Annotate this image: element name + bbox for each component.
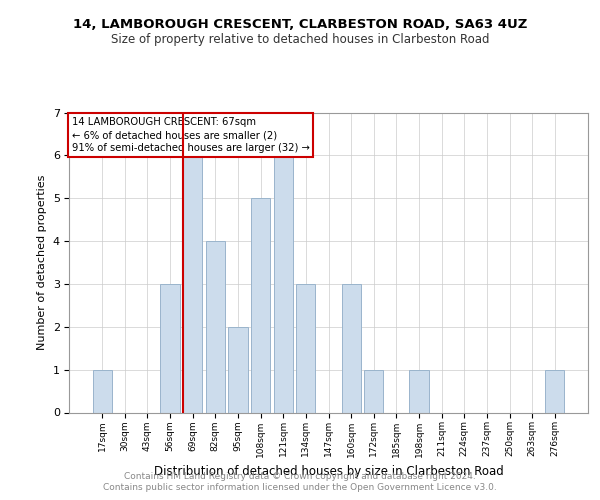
Bar bbox=[341, 284, 361, 412]
Bar bbox=[206, 241, 225, 412]
Y-axis label: Number of detached properties: Number of detached properties bbox=[37, 175, 47, 350]
Bar bbox=[364, 370, 383, 412]
Bar bbox=[296, 284, 316, 412]
Text: 14, LAMBOROUGH CRESCENT, CLARBESTON ROAD, SA63 4UZ: 14, LAMBOROUGH CRESCENT, CLARBESTON ROAD… bbox=[73, 18, 527, 30]
Bar bbox=[274, 156, 293, 412]
Text: Contains HM Land Registry data © Crown copyright and database right 2024.: Contains HM Land Registry data © Crown c… bbox=[124, 472, 476, 481]
X-axis label: Distribution of detached houses by size in Clarbeston Road: Distribution of detached houses by size … bbox=[154, 465, 503, 478]
Bar bbox=[545, 370, 565, 412]
Text: Contains public sector information licensed under the Open Government Licence v3: Contains public sector information licen… bbox=[103, 484, 497, 492]
Bar bbox=[409, 370, 428, 412]
Text: Size of property relative to detached houses in Clarbeston Road: Size of property relative to detached ho… bbox=[111, 32, 489, 46]
Text: 14 LAMBOROUGH CRESCENT: 67sqm
← 6% of detached houses are smaller (2)
91% of sem: 14 LAMBOROUGH CRESCENT: 67sqm ← 6% of de… bbox=[71, 117, 310, 154]
Bar bbox=[160, 284, 180, 412]
Bar bbox=[183, 156, 202, 412]
Bar bbox=[251, 198, 270, 412]
Bar bbox=[92, 370, 112, 412]
Bar bbox=[229, 327, 248, 412]
